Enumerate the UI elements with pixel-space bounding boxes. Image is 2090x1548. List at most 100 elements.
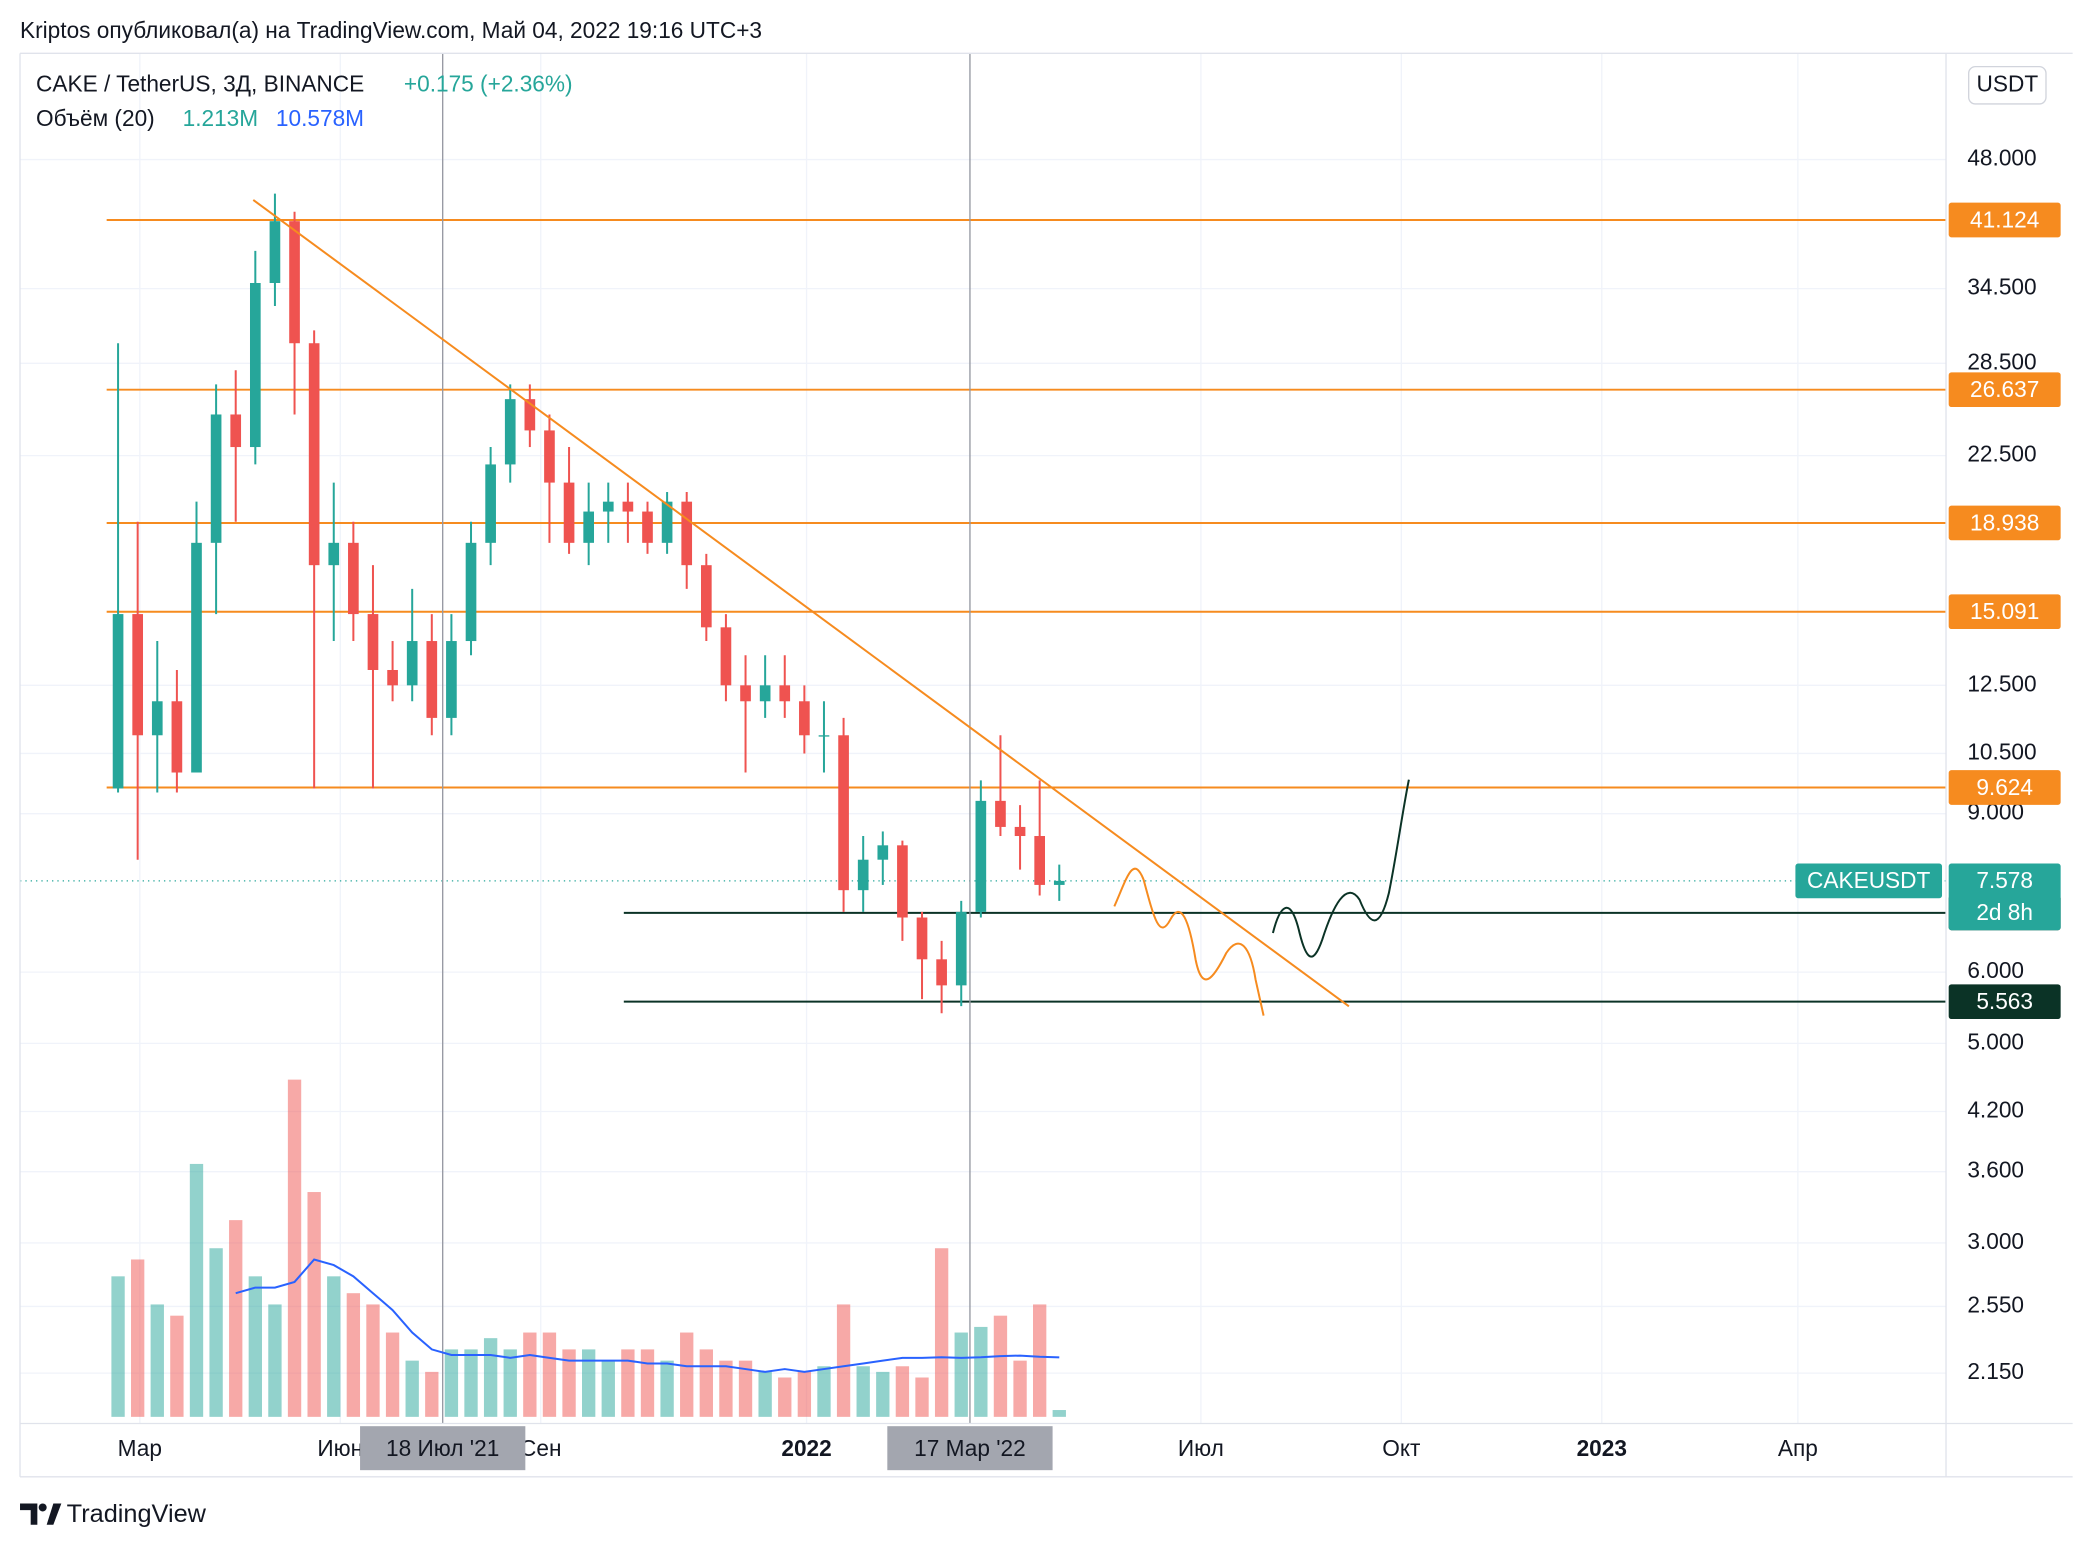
y-tick-label: 5.000 <box>1967 1028 2024 1054</box>
volume-bar <box>542 1332 557 1417</box>
y-tick-label: 12.500 <box>1967 670 2036 696</box>
candle-body <box>544 430 555 483</box>
candle-body <box>151 701 163 736</box>
crosshair-tag <box>360 1426 526 1471</box>
candle-body <box>308 343 320 566</box>
candle-body <box>857 859 869 891</box>
y-tick-label: 6.000 <box>1967 957 2024 983</box>
volume-bar <box>758 1371 772 1417</box>
volume-bar <box>934 1248 949 1417</box>
level-label: 15.091 <box>1970 598 2039 624</box>
y-tick-label: 4.200 <box>1967 1096 2024 1122</box>
level-tag <box>1948 505 2061 541</box>
volume-bar <box>248 1276 262 1417</box>
candle-body <box>995 800 1006 827</box>
currency-label[interactable]: USDT <box>1977 70 2039 96</box>
volume-bar <box>346 1293 361 1417</box>
crosshair-label: 18 Июл '21 <box>386 1435 499 1461</box>
candle-body <box>799 701 810 736</box>
volume-title: Объём (20) <box>36 105 155 131</box>
candle-body <box>975 800 987 912</box>
y-tick-label: 2.550 <box>1967 1291 2024 1317</box>
volume-bar <box>915 1377 929 1417</box>
volume-bar <box>601 1360 615 1417</box>
volume-bar <box>405 1360 419 1417</box>
volume-bar <box>817 1366 831 1417</box>
x-tick-label: Апр <box>1778 1435 1818 1461</box>
candle-body <box>563 482 575 543</box>
x-tick-label: Сен <box>520 1435 561 1461</box>
candle-body <box>112 614 124 789</box>
header: Kriptos опубликовал(а) на TradingView.co… <box>20 17 762 43</box>
volume-bar <box>307 1192 321 1417</box>
level-label: 26.637 <box>1970 376 2039 402</box>
y-tick-label: 2.150 <box>1967 1358 2024 1384</box>
crosshair-tag <box>887 1426 1053 1471</box>
legend-change: +0.175 (+2.36%) <box>404 70 573 96</box>
candle-body <box>642 511 653 543</box>
candle-body <box>897 845 908 918</box>
candle-body <box>955 911 967 986</box>
level-tag <box>1948 984 2061 1019</box>
level-label: 5.563 <box>1976 988 2033 1014</box>
volume-bar <box>719 1360 733 1417</box>
candle-body <box>720 627 732 686</box>
candle-body <box>249 282 261 448</box>
x-tick-label: Окт <box>1382 1435 1420 1461</box>
level-label: 18.938 <box>1970 509 2039 535</box>
candle-body <box>700 565 712 628</box>
volume-bar <box>385 1332 400 1417</box>
volume-ma-value: 10.578M <box>276 105 364 131</box>
candle-body <box>524 399 536 431</box>
candle-body <box>681 501 693 566</box>
volume-bar <box>209 1248 223 1417</box>
y-tick-label: 3.000 <box>1967 1228 2024 1254</box>
x-tick-label: 2023 <box>1577 1435 1627 1461</box>
last-symbol-tag <box>1795 863 1943 899</box>
volume-bar <box>836 1304 851 1417</box>
x-tick-label: Июл <box>1178 1435 1224 1461</box>
volume-bar <box>111 1276 125 1417</box>
candle-body <box>426 641 438 718</box>
x-tick-label: Июн <box>317 1435 363 1461</box>
volume-bar <box>523 1332 537 1417</box>
level-label: 41.124 <box>1970 206 2039 232</box>
candle-body <box>779 685 791 702</box>
y-tick-label: 3.600 <box>1967 1157 2024 1183</box>
legend-title: CAKE / TetherUS, 3Д, BINANCE <box>36 70 364 96</box>
volume-ma-line <box>235 1258 1060 1373</box>
candle-body <box>818 735 830 737</box>
candle-body <box>916 917 928 960</box>
volume-bar <box>503 1349 517 1417</box>
drawing <box>1113 867 1265 1016</box>
volume-bar <box>562 1349 576 1417</box>
trend-line <box>252 199 1350 1008</box>
candle-body <box>838 735 849 891</box>
volume-bar <box>1052 1410 1066 1417</box>
level-tag <box>1948 594 2061 630</box>
x-tick-label: 2022 <box>781 1435 831 1461</box>
candle-body <box>1034 836 1045 885</box>
currency-button[interactable] <box>1968 65 2047 105</box>
candle-body <box>622 501 634 512</box>
candle-body <box>171 701 183 773</box>
volume-bar <box>444 1349 459 1417</box>
candle-body <box>661 501 673 543</box>
volume-bar <box>366 1304 380 1417</box>
candle-body <box>583 511 595 543</box>
x-tick-label: Мар <box>118 1435 162 1461</box>
candle-body <box>348 542 359 615</box>
volume-bar <box>1033 1304 1047 1417</box>
volume-bar <box>856 1366 870 1417</box>
last-symbol: CAKEUSDT <box>1807 867 1930 893</box>
candle-body <box>210 414 222 543</box>
y-tick-label: 22.500 <box>1967 441 2036 467</box>
volume-bar <box>699 1349 713 1417</box>
volume-bar <box>327 1276 341 1417</box>
candle-body <box>269 221 281 283</box>
logo-icon <box>20 1503 62 1525</box>
volume-bar <box>131 1259 145 1417</box>
candle-body <box>328 542 340 566</box>
